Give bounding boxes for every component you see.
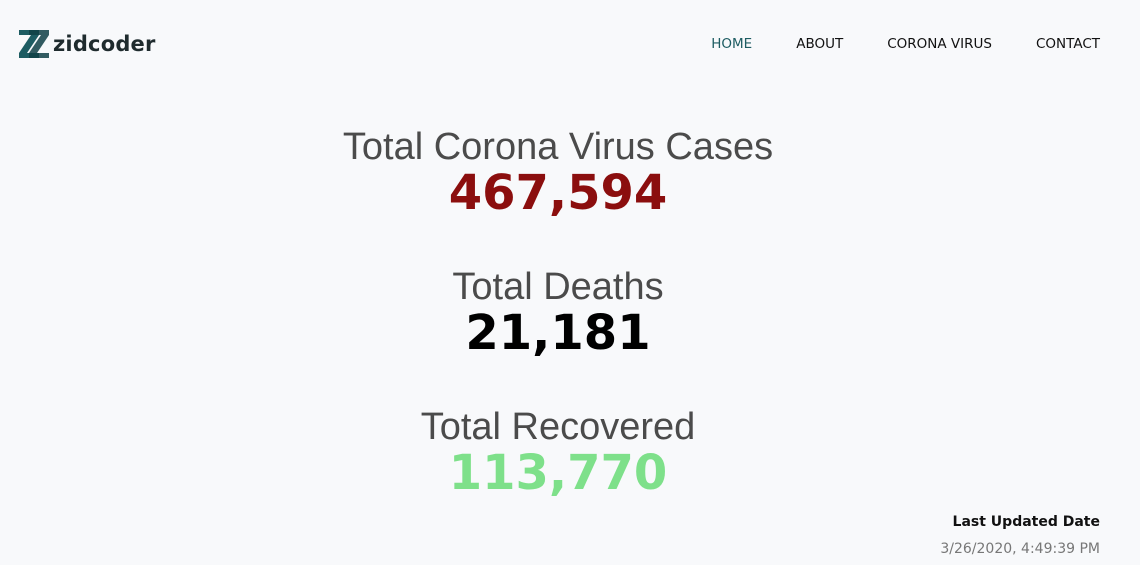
stat-deaths-value: 21,181 [465, 305, 651, 361]
stat-recovered-label: Total Recovered [420, 406, 696, 448]
brand-z-icon [19, 30, 49, 58]
stat-cases-label: Total Corona Virus Cases [342, 126, 774, 168]
nav-corona-virus[interactable]: CORONA VIRUS [887, 36, 992, 52]
nav-home[interactable]: HOME [711, 36, 753, 52]
stat-cases-value: 467,594 [448, 165, 668, 221]
main-nav: HOME ABOUT CORONA VIRUS CONTACT [667, 35, 1100, 53]
brand-logo[interactable]: zidcoder [17, 27, 156, 61]
last-updated-label: Last Updated Date [952, 514, 1100, 530]
last-updated-date: 3/26/2020, 4:49:39 PM [940, 541, 1100, 557]
last-updated: Last Updated Date 3/26/2020, 4:49:39 PM [940, 514, 1100, 557]
nav-contact[interactable]: CONTACT [1035, 36, 1100, 52]
stat-recovered-value: 113,770 [448, 445, 668, 501]
nav-about[interactable]: ABOUT [796, 36, 844, 52]
stat-deaths: Total Deaths 21,181 [0, 267, 1116, 359]
stat-recovered: Total Recovered 113,770 [0, 407, 1116, 499]
stat-deaths-label: Total Deaths [452, 266, 664, 308]
stat-cases: Total Corona Virus Cases 467,594 [0, 127, 1116, 219]
brand-name: zidcoder [53, 32, 156, 56]
